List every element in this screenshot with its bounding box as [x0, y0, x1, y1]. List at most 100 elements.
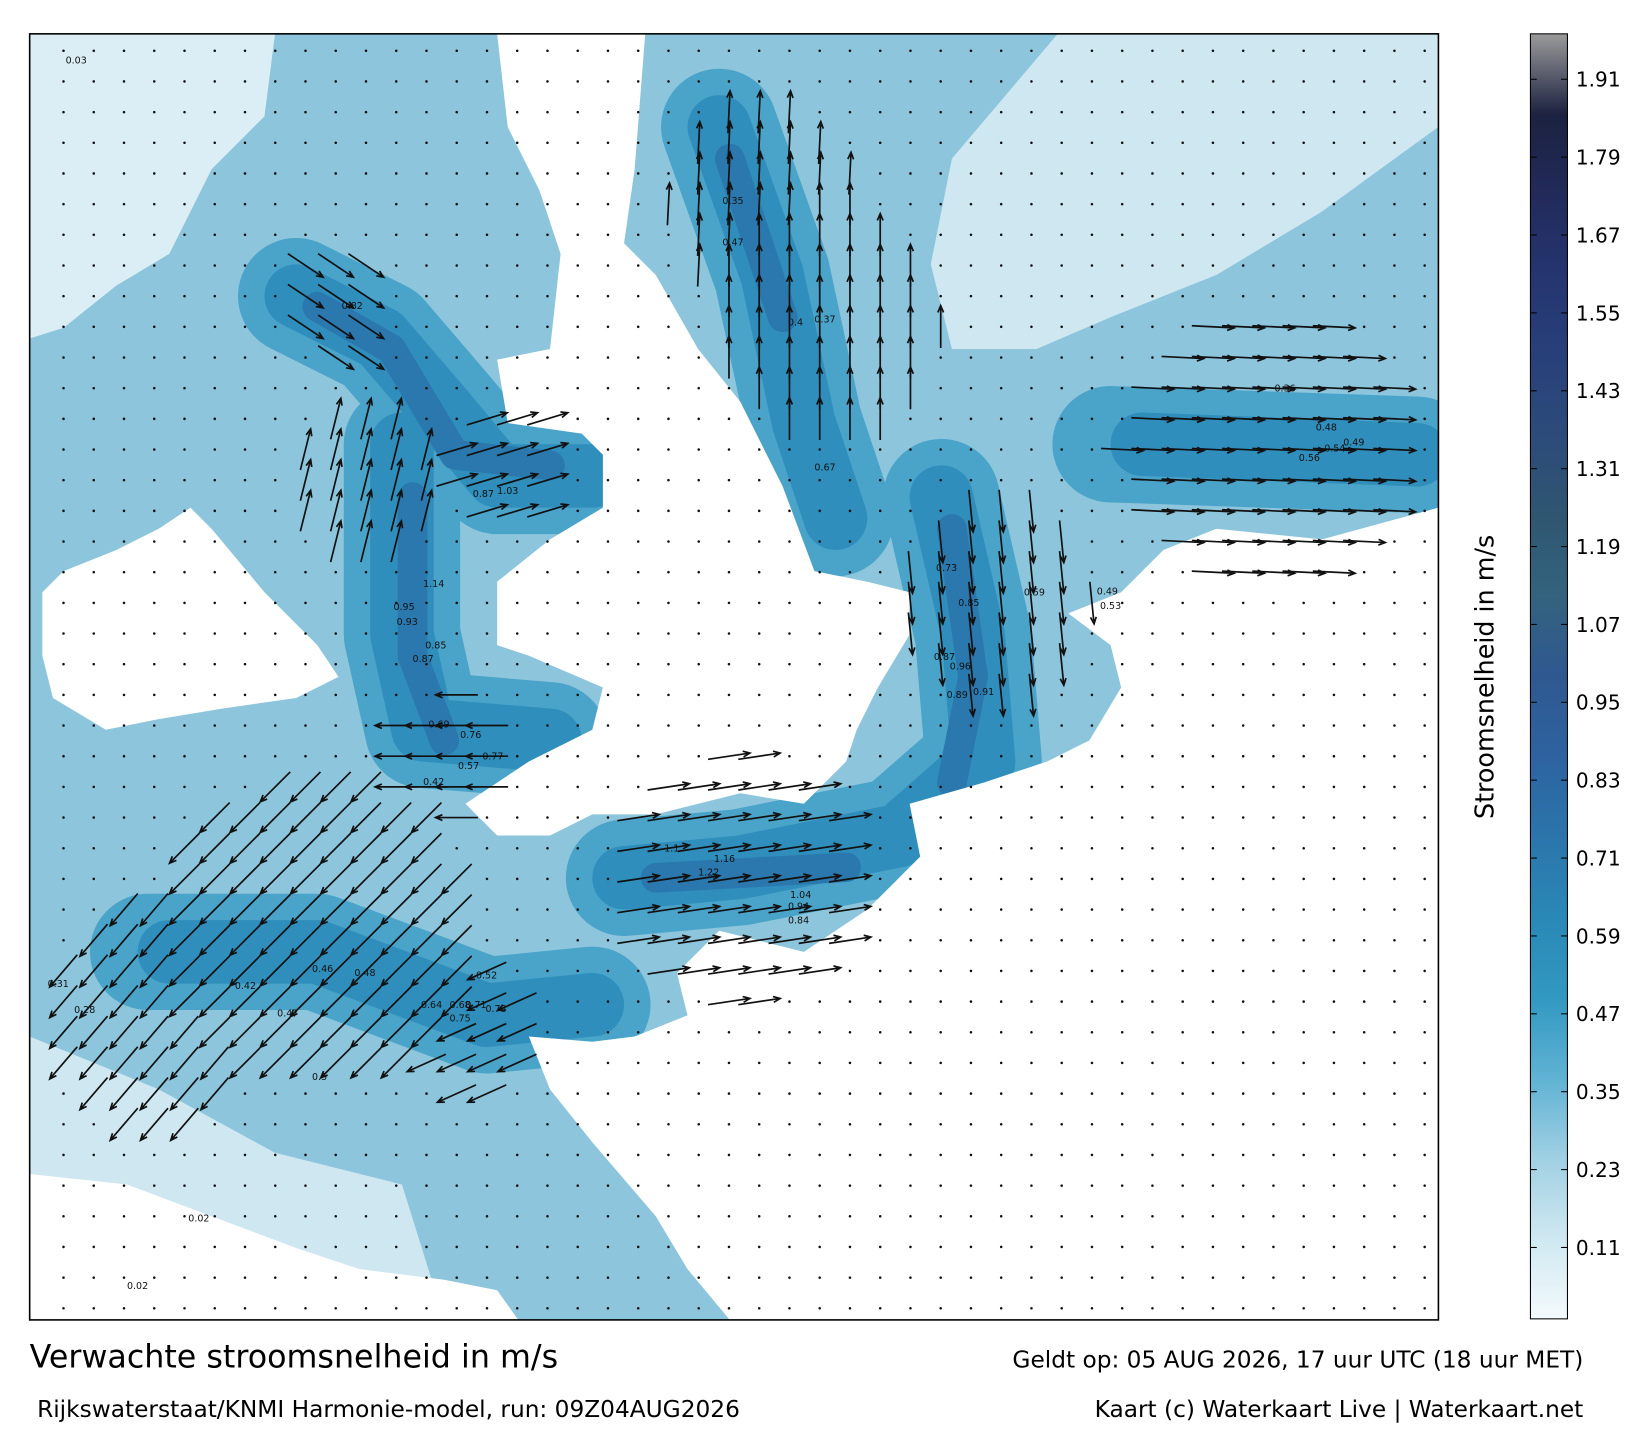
flow-dot	[636, 202, 640, 206]
flow-dot	[546, 1030, 549, 1034]
flow-dot	[425, 233, 428, 237]
flow-arrow	[289, 924, 322, 957]
flow-dot	[394, 1122, 398, 1126]
flow-dot	[213, 80, 217, 83]
flow-dot	[213, 1122, 217, 1126]
flow-dot	[1302, 785, 1305, 789]
flow-dot	[606, 785, 610, 789]
flow-dot	[243, 448, 247, 451]
flow-dot	[576, 233, 579, 237]
flow-dot	[213, 264, 217, 267]
flow-dot	[92, 294, 96, 298]
flow-arrow	[228, 924, 261, 957]
flow-dot	[1332, 1153, 1336, 1157]
flow-dot	[515, 1122, 519, 1126]
flow-dot	[304, 172, 307, 175]
flow-arrow	[409, 924, 443, 957]
flow-dot	[909, 202, 912, 206]
flow-dot	[1120, 662, 1124, 666]
flow-dot	[1060, 110, 1063, 114]
flow-dot	[273, 1092, 277, 1095]
credit: Kaart (c) Waterkaart Live | Waterkaart.n…	[1095, 1396, 1584, 1423]
flow-dot	[334, 110, 338, 114]
flow-dot	[727, 1276, 731, 1279]
flow-dot	[485, 202, 489, 206]
flow-arrow	[48, 1015, 78, 1050]
flow-dot	[727, 1245, 731, 1249]
flow-dot	[1332, 601, 1336, 605]
flow-dot	[1241, 816, 1245, 819]
flow-dot	[1302, 1245, 1305, 1249]
flow-dot	[909, 877, 912, 881]
flow-dot	[425, 417, 428, 421]
flow-dot	[485, 1122, 489, 1126]
flow-dot	[697, 386, 700, 390]
flow-arrow	[526, 503, 570, 518]
flow-dot	[334, 754, 338, 758]
flow-dot	[1030, 969, 1033, 973]
flow-dot	[546, 233, 549, 237]
flow-dot	[62, 693, 65, 697]
flow-arrow	[139, 923, 169, 958]
flow-dot	[304, 141, 307, 145]
flow-dot	[1393, 724, 1396, 727]
flow-dot	[273, 417, 277, 421]
flow-dot	[243, 1184, 247, 1187]
flow-dot	[576, 1000, 579, 1003]
speed-label: 0.28	[74, 1005, 95, 1016]
flow-dot	[364, 1153, 368, 1157]
flow-arrow	[465, 1053, 507, 1073]
flow-dot	[1211, 1276, 1215, 1279]
flow-dot	[606, 1122, 610, 1126]
flow-dot	[667, 80, 670, 83]
flow-dot	[92, 49, 96, 53]
flow-dot	[122, 141, 126, 145]
flow-arrow	[968, 612, 977, 657]
flow-dot	[1211, 662, 1215, 666]
flow-dot	[878, 785, 882, 789]
flow-dot	[394, 202, 398, 206]
flow-arrow	[379, 1016, 412, 1049]
flow-dot	[334, 386, 338, 390]
flow-dot	[1393, 172, 1396, 175]
colorbar-tick-label: 0.95	[1576, 691, 1621, 715]
flow-dot	[1030, 1214, 1033, 1218]
flow-arrow	[738, 811, 783, 822]
flow-dot	[183, 448, 186, 451]
flow-field	[48, 49, 1426, 1310]
flow-dot	[999, 1030, 1003, 1034]
flow-arrow	[347, 283, 386, 310]
flow-arrow	[526, 441, 570, 457]
flow-dot	[1030, 325, 1033, 329]
flow-arrow	[139, 984, 169, 1020]
speed-label: 1.14	[423, 579, 444, 590]
flow-arrow	[139, 1107, 169, 1142]
flow-dot	[334, 632, 338, 635]
flow-dot	[878, 969, 882, 973]
flow-dot	[576, 908, 579, 911]
flow-dot	[788, 724, 791, 727]
flow-dot	[848, 1030, 852, 1034]
colorbar-tick-label: 0.11	[1576, 1236, 1621, 1260]
flow-dot	[92, 1214, 96, 1218]
flow-dot	[364, 570, 368, 574]
flow-dot	[667, 49, 670, 53]
flow-dot	[243, 294, 247, 298]
flow-dot	[183, 202, 186, 206]
flow-arrow	[440, 955, 473, 988]
flow-arrow	[169, 1076, 199, 1112]
speed-label: 0.82	[342, 301, 363, 312]
flow-dot	[818, 693, 821, 697]
flow-dot	[394, 325, 398, 329]
flow-dot	[999, 1245, 1003, 1249]
flow-dot	[636, 969, 640, 973]
flow-dot	[1241, 1092, 1245, 1095]
flow-arrow	[379, 924, 412, 957]
flow-dot	[546, 938, 549, 942]
flow-dot	[1090, 846, 1094, 850]
flow-dot	[455, 1122, 459, 1126]
flow-dot	[92, 141, 96, 145]
flow-dot	[92, 417, 96, 421]
flow-dot	[1302, 969, 1305, 973]
flow-dot	[1151, 908, 1154, 911]
